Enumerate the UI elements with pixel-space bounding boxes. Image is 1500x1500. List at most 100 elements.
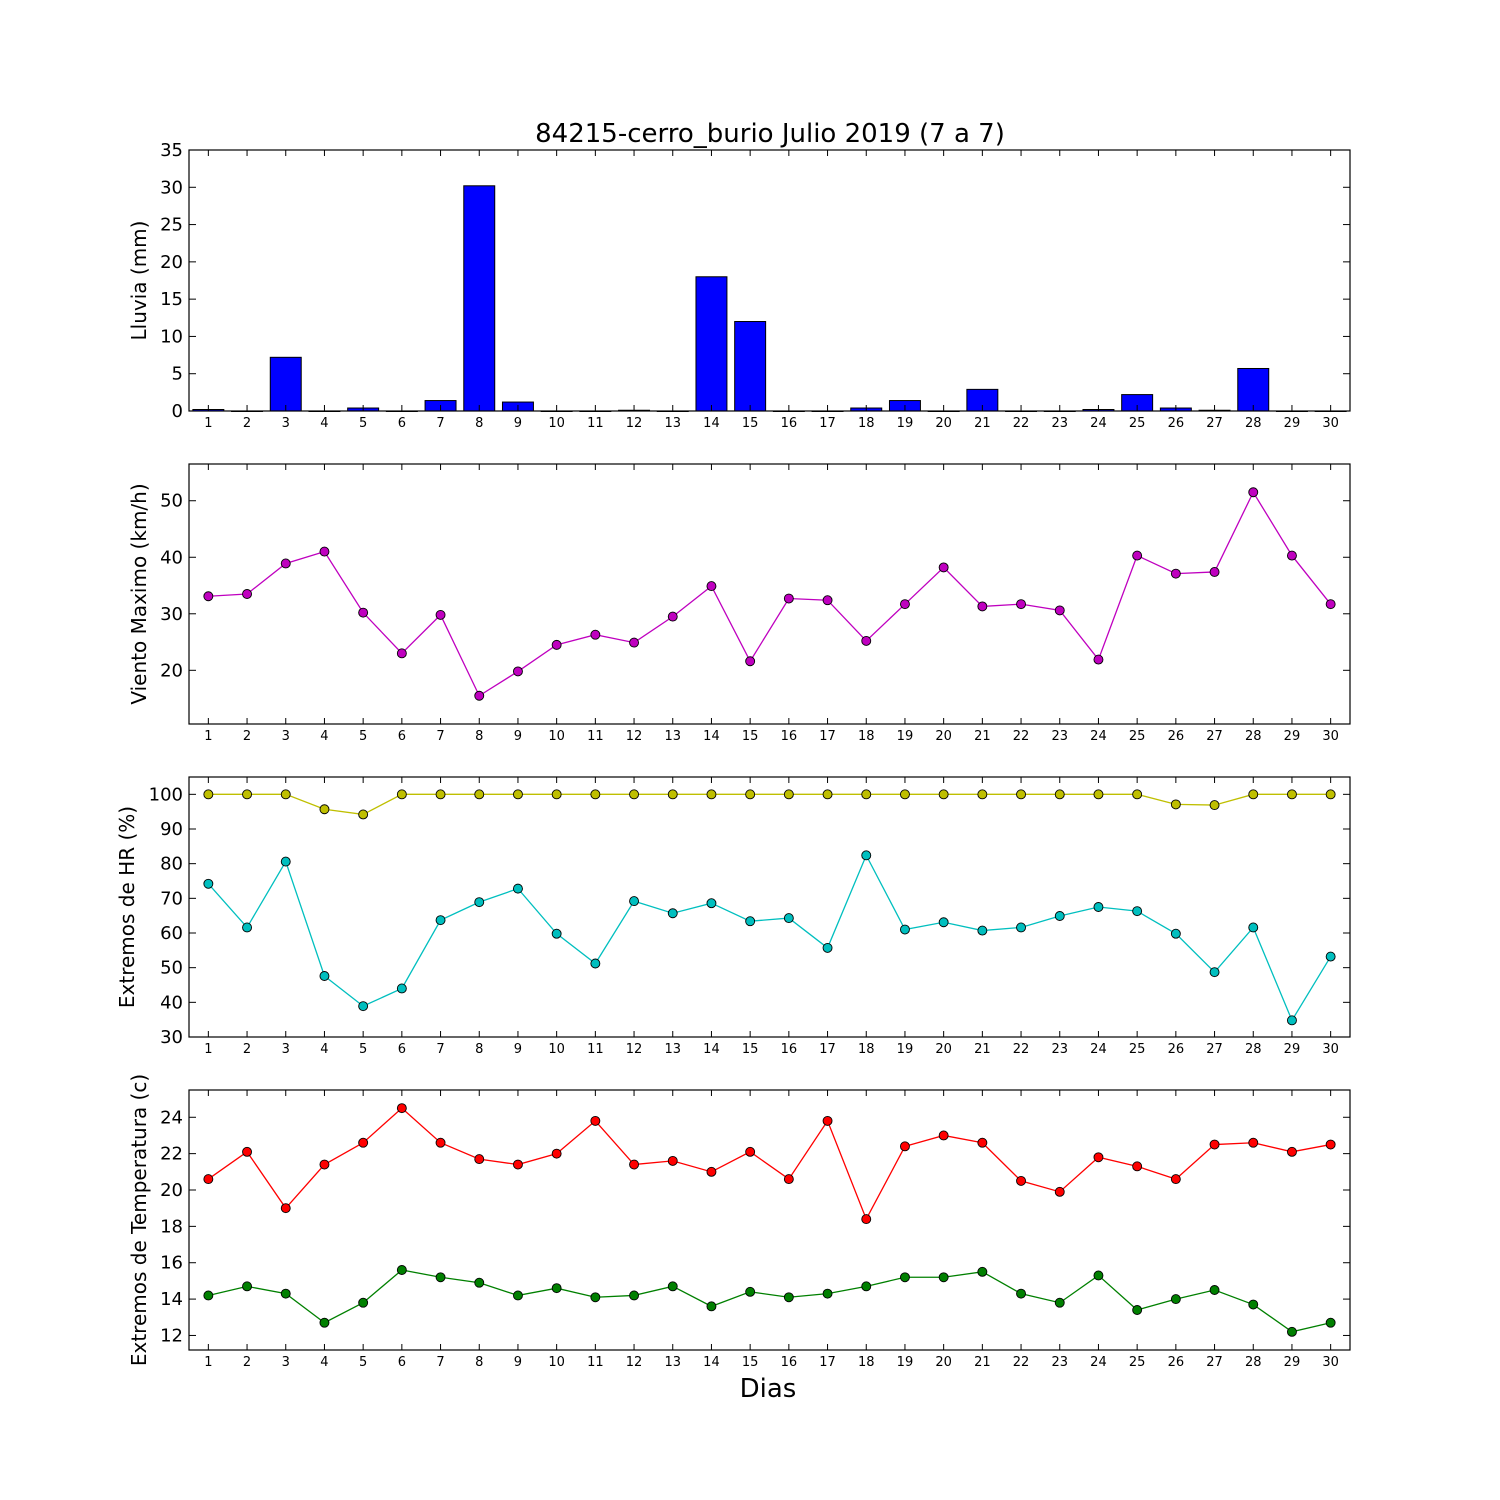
- x-tick-label: 9: [514, 1042, 522, 1057]
- point-s2-day-24: [1093, 902, 1104, 912]
- x-tick-label: 27: [1206, 729, 1223, 744]
- point-s2-day-18: [861, 1281, 872, 1292]
- x-tick-label: 12: [626, 729, 643, 744]
- point-s2-day-2: [242, 1281, 253, 1292]
- x-tick-label: 25: [1129, 729, 1146, 744]
- point-s2-day-17: [822, 1288, 833, 1299]
- point-s1-day-19: [900, 1141, 910, 1152]
- x-tick-label: 4: [320, 416, 328, 431]
- x-tick-label: 2: [243, 1042, 251, 1057]
- point-s1-day-25: [1132, 1161, 1143, 1172]
- point-s1-day-18: [861, 789, 872, 800]
- x-tick-label: 27: [1206, 1355, 1223, 1370]
- point-s1-day-29: [1286, 1146, 1297, 1157]
- point-s1-day-16: [783, 789, 794, 800]
- point-s1-day-24: [1093, 1152, 1104, 1163]
- point-s1-day-14: [706, 581, 717, 592]
- point-s1-day-15: [745, 789, 756, 800]
- point-s1-day-10: [551, 789, 562, 800]
- x-tick-label: 3: [282, 1355, 290, 1370]
- bar-day-8: [463, 185, 496, 412]
- point-s2-day-8: [474, 897, 485, 908]
- x-tick-label: 13: [664, 416, 681, 431]
- x-tick-label: 21: [974, 729, 991, 744]
- point-s1-day-21: [977, 601, 988, 612]
- x-tick-label: 29: [1284, 1042, 1301, 1057]
- x-tick-label: 1: [204, 1042, 212, 1057]
- y-tick-label: 30: [160, 1027, 183, 1048]
- x-tick-label: 12: [626, 416, 643, 431]
- x-tick-label: 28: [1245, 416, 1262, 431]
- y-tick-label: 12: [160, 1325, 183, 1346]
- y-tick-label: 80: [160, 854, 183, 875]
- point-s2-day-6: [396, 983, 407, 994]
- point-s1-day-27: [1209, 800, 1220, 811]
- x-tick-label: 21: [974, 1042, 991, 1057]
- point-s1-day-28: [1248, 487, 1259, 498]
- point-s2-day-21: [977, 1266, 988, 1277]
- point-s1-day-1: [203, 1174, 214, 1185]
- point-s1-day-13: [667, 789, 678, 800]
- point-s2-day-10: [551, 928, 562, 939]
- x-tick-label: 17: [819, 1355, 836, 1370]
- x-tick-label: 2: [243, 1355, 251, 1370]
- point-s1-day-15: [745, 656, 756, 667]
- x-tick-label: 12: [626, 1042, 643, 1057]
- y-axis-label: Extremos de HR (%): [115, 806, 139, 1008]
- x-tick-label: 7: [436, 1355, 444, 1370]
- x-tick-label: 5: [359, 729, 367, 744]
- point-s1-day-1: [203, 591, 214, 602]
- y-tick-label: 24: [160, 1107, 183, 1128]
- point-s2-day-23: [1054, 911, 1065, 921]
- point-s2-day-5: [358, 1297, 369, 1308]
- point-s1-day-2: [242, 1146, 253, 1157]
- point-s2-day-1: [203, 1290, 214, 1301]
- x-tick-label: 5: [359, 416, 367, 431]
- x-tick-label: 10: [548, 416, 565, 431]
- x-tick-label: 24: [1090, 729, 1107, 744]
- x-tick-label: 3: [282, 1042, 290, 1057]
- point-s1-day-19: [900, 789, 910, 800]
- chart-title: 84215-cerro_burio Julio 2019 (7 a 7): [535, 119, 1005, 149]
- x-tick-label: 10: [548, 1355, 565, 1370]
- x-tick-label: 27: [1206, 1042, 1223, 1057]
- point-s2-day-20: [938, 1272, 949, 1283]
- x-tick-label: 5: [359, 1042, 367, 1057]
- point-s1-day-25: [1132, 550, 1143, 561]
- x-tick-label: 26: [1168, 1042, 1185, 1057]
- point-s1-day-17: [822, 1115, 833, 1126]
- x-tick-label: 19: [897, 416, 914, 431]
- point-s2-day-30: [1325, 951, 1336, 962]
- y-tick-label: 40: [160, 992, 183, 1013]
- point-s1-day-20: [938, 789, 949, 800]
- x-tick-label: 18: [858, 1042, 875, 1057]
- point-s2-day-5: [358, 1001, 369, 1012]
- y-tick-label: 50: [160, 958, 183, 979]
- x-tick-label: 18: [858, 416, 875, 431]
- point-s1-day-17: [822, 595, 833, 606]
- point-s2-day-19: [900, 924, 910, 935]
- x-tick-label: 25: [1129, 416, 1146, 431]
- point-s1-day-7: [435, 609, 446, 620]
- point-s1-day-3: [280, 558, 291, 569]
- point-s1-day-5: [358, 809, 369, 820]
- x-axis-label: Dias: [740, 1374, 797, 1404]
- point-s2-day-29: [1286, 1326, 1297, 1337]
- point-s1-day-22: [1016, 1175, 1026, 1186]
- x-tick-label: 22: [1013, 416, 1030, 431]
- point-s2-day-17: [822, 942, 833, 953]
- x-tick-label: 16: [781, 416, 798, 431]
- point-s2-day-12: [629, 1290, 639, 1301]
- x-tick-label: 20: [935, 1042, 952, 1057]
- y-tick-label: 90: [160, 819, 183, 840]
- y-tick-label: 22: [160, 1144, 183, 1165]
- y-tick-label: 0: [172, 401, 183, 422]
- y-axis-label: Lluvia (mm): [127, 221, 151, 341]
- point-s1-day-5: [358, 607, 369, 618]
- point-s2-day-4: [319, 971, 330, 981]
- point-s1-day-20: [938, 1130, 949, 1141]
- point-s1-day-29: [1286, 789, 1297, 800]
